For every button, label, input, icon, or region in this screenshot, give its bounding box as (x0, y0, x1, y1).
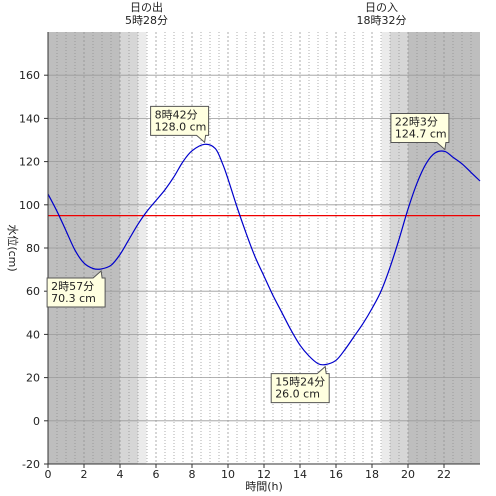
callout-box (390, 112, 450, 151)
y-tick-label: 40 (26, 328, 40, 341)
x-tick-label: 22 (437, 468, 451, 481)
callout-box (270, 365, 330, 404)
y-tick-label: 0 (33, 415, 40, 428)
y-tick-label: 160 (19, 69, 40, 82)
series-line-0 (47, 143, 481, 366)
x-tick-label: 10 (221, 468, 235, 481)
x-axis-label: 時間(h) (245, 480, 283, 493)
x-tick-label: 6 (153, 468, 160, 481)
y-tick-label: 100 (19, 199, 40, 212)
callout-value: 124.7 cm (395, 127, 447, 140)
callout-time: 2時57分 (51, 280, 94, 293)
callout-value: 26.0 cm (275, 388, 320, 401)
sun-event-time-0: 5時28分 (125, 14, 168, 27)
y-tick-label: -20 (22, 458, 40, 471)
callout-time: 15時24分 (275, 376, 325, 389)
callout-box (46, 269, 106, 308)
x-tick-label: 2 (81, 468, 88, 481)
x-tick-label: 8 (189, 468, 196, 481)
sun-event-label-0: 日の出 (130, 0, 163, 14)
y-tick-label: 60 (26, 285, 40, 298)
x-tick-label: 16 (329, 468, 343, 481)
x-tick-label: 4 (117, 468, 124, 481)
x-tick-label: 12 (257, 468, 271, 481)
callout-value: 70.3 cm (51, 292, 96, 305)
x-tick-label: 20 (401, 468, 415, 481)
x-tick-label: 14 (293, 468, 307, 481)
x-tick-label: 0 (45, 468, 52, 481)
axes: 0 2 4 6 8 10 12 14 16 18 20 22 -20 0 20 40 60 80 100 120 140… (19, 32, 480, 481)
water-level-series (47, 143, 481, 366)
y-tick-label: 80 (26, 242, 40, 255)
y-axis-label: 水位(cm) (6, 224, 20, 271)
callout-time: 22時3分 (395, 115, 438, 128)
callout-time: 8時42分 (155, 108, 198, 121)
callout-box (150, 105, 210, 144)
sun-event-label-1: 日の入 (365, 1, 398, 14)
sun-event-time-1: 18時32分 (357, 14, 407, 27)
y-tick-label: 20 (26, 372, 40, 385)
y-tick-label: 140 (19, 112, 40, 125)
y-tick-label: 120 (19, 156, 40, 169)
x-tick-label: 18 (365, 468, 379, 481)
callout-value: 128.0 cm (155, 120, 207, 133)
